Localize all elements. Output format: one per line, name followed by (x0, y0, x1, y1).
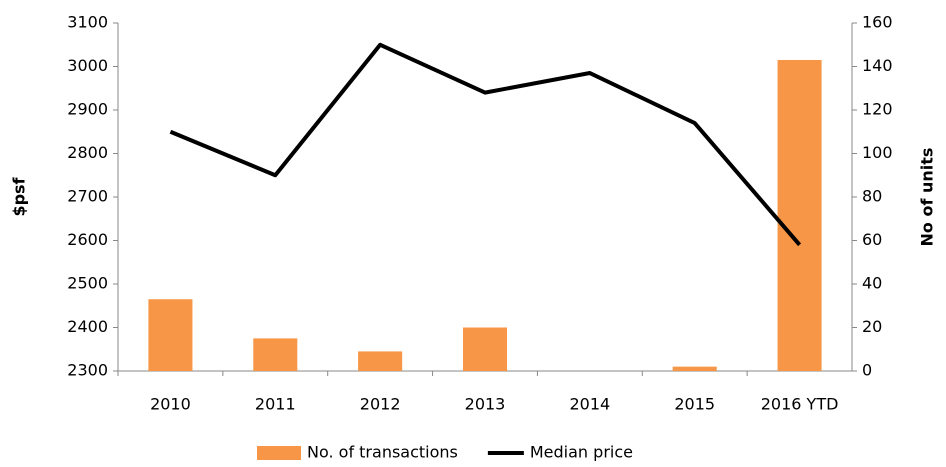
x-tick-label: 2011 (255, 395, 296, 414)
x-tick-label: 2016 YTD (761, 395, 839, 414)
legend-label: Median price (530, 443, 633, 462)
bar (253, 338, 298, 371)
bar (148, 299, 193, 371)
y-tick-label: 2400 (67, 317, 108, 336)
bar (777, 59, 822, 371)
x-tick-label: 2010 (150, 395, 191, 414)
y2-tick-label: 80 (862, 187, 882, 206)
bar (462, 327, 508, 371)
y-tick-label: 2800 (67, 143, 108, 162)
y-tick-label: 2300 (67, 361, 108, 380)
y2-tick-label: 0 (862, 361, 872, 380)
bar (358, 351, 403, 371)
y-tick-label: 2900 (67, 100, 108, 119)
y-tick-label: 2600 (67, 230, 108, 249)
y-tick-label: 2700 (67, 187, 108, 206)
y-tick-label: 2500 (67, 274, 108, 293)
y2-tick-label: 20 (862, 317, 882, 336)
y2-axis-title: No of units (918, 148, 937, 247)
x-tick-label: 2012 (360, 395, 401, 414)
y2-tick-label: 120 (862, 100, 893, 119)
x-tick-label: 2014 (569, 395, 610, 414)
x-tick-label: 2015 (674, 395, 715, 414)
y-axis-title: $psf (10, 176, 29, 216)
x-tick-label: 2013 (465, 395, 506, 414)
legend-swatch (257, 446, 301, 460)
line (169, 42, 802, 247)
y2-tick-label: 40 (862, 274, 882, 293)
y-tick-label: 3100 (67, 13, 108, 32)
y2-tick-label: 160 (862, 13, 893, 32)
y2-tick-label: 60 (862, 230, 882, 249)
bar (672, 366, 717, 371)
legend-label: No. of transactions (307, 443, 458, 462)
y2-tick-label: 100 (862, 143, 893, 162)
y2-tick-label: 140 (862, 56, 893, 75)
y-tick-label: 3000 (67, 56, 108, 75)
